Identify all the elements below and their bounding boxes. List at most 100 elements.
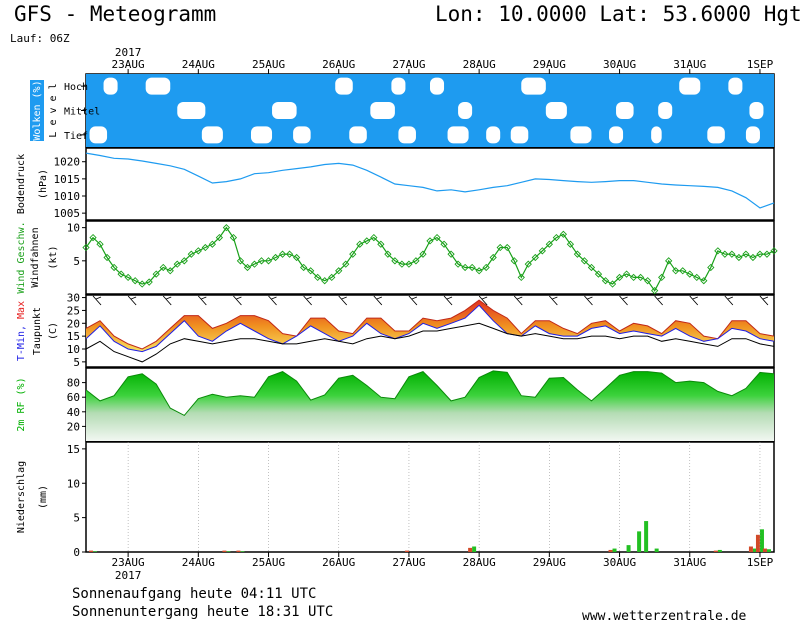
wind-marker — [629, 273, 638, 282]
cloud-gap — [103, 77, 118, 95]
cloud-gap — [177, 101, 206, 120]
precip-bar-convective — [755, 534, 760, 552]
precip-bar-convective — [713, 550, 718, 552]
wind-marker — [756, 250, 764, 258]
precipitation-ylabel: Niederschlag — [16, 461, 27, 533]
wind-barb — [513, 295, 523, 306]
wind-marker — [728, 250, 736, 258]
cloud-gap — [145, 77, 171, 95]
wind-barb — [549, 295, 558, 306]
cloud-gap — [272, 101, 297, 120]
precip-bar-rain — [766, 549, 771, 552]
temperature-ytick-label: 25 — [67, 304, 80, 317]
wind-barb — [197, 295, 207, 306]
page-title: GFS - Meteogramm — [14, 2, 217, 26]
cloud-panel — [86, 74, 774, 147]
precipitation-ytick-label: 0 — [73, 546, 80, 559]
wind-marker — [173, 260, 181, 268]
humidity-panel — [85, 370, 775, 441]
cloud-level-label: Mittel — [64, 107, 100, 118]
precipitation-ytick-label: 15 — [67, 443, 80, 456]
wind-marker — [573, 250, 582, 258]
cloud-gap — [616, 101, 634, 120]
top-day-label: 29AUG — [533, 58, 566, 71]
wind-marker — [208, 240, 217, 248]
humidity-ytick-label: 80 — [67, 377, 80, 390]
pressure-ytick-label: 1020 — [54, 156, 81, 169]
cloud-gap — [458, 101, 473, 120]
wind-marker — [651, 287, 659, 295]
wind-marker — [89, 233, 97, 242]
temperature-ytick-label: 20 — [67, 317, 80, 330]
precip-bar-convective — [222, 550, 227, 552]
wind-marker — [566, 240, 575, 248]
bottom-day-label: 25AUG — [252, 556, 285, 569]
wind-marker — [110, 263, 118, 272]
cloud-gap — [447, 126, 469, 144]
wind-marker — [447, 250, 455, 258]
wind-marker — [587, 263, 596, 272]
pressure-ytick-label: 1010 — [54, 190, 81, 203]
wind-barb — [127, 295, 137, 306]
bottom-day-label: 30AUG — [603, 556, 636, 569]
bottom-day-label: 31AUG — [673, 556, 706, 569]
wind-marker — [672, 267, 680, 275]
source-url: www.wetterzentrale.de — [582, 609, 747, 624]
cloud-gap — [370, 101, 395, 120]
precip-bar-rain — [752, 548, 757, 552]
precipitation-frame — [85, 441, 775, 553]
wind-marker — [721, 250, 729, 258]
wind-marker — [461, 263, 469, 272]
wind-marker — [384, 250, 392, 258]
wind-marker — [398, 260, 406, 268]
wind-barb — [92, 295, 102, 306]
wind-marker — [524, 260, 532, 268]
wind-marker — [236, 257, 245, 265]
wind-marker — [482, 263, 490, 272]
cloud-gap — [658, 101, 673, 120]
temperature-ytick-label: 15 — [67, 330, 80, 343]
top-day-label: 1SEP — [747, 58, 774, 71]
wind-marker — [201, 243, 209, 252]
wind-marker — [735, 253, 743, 262]
humidity-ytick-label: 20 — [67, 420, 80, 433]
model-run: Lauf: 06Z — [10, 32, 70, 45]
wind-marker — [257, 257, 266, 265]
cloud-gap — [545, 101, 567, 120]
precipitation-unit: (mm) — [38, 485, 49, 509]
precip-bar-rain — [717, 549, 722, 552]
precip-bar-rain — [644, 521, 649, 552]
top-day-label: 31AUG — [673, 58, 706, 71]
temperature-ytick-label: 10 — [67, 343, 80, 356]
top-day-label: 26AUG — [322, 58, 355, 71]
wind-marker — [131, 277, 139, 285]
wind-marker — [707, 263, 715, 272]
pressure-frame — [85, 147, 775, 221]
cloud-gap — [398, 126, 416, 144]
cloud-level-label: Tief — [64, 131, 88, 142]
pressure-ytick-label: 1015 — [54, 173, 81, 186]
bottom-day-label: 29AUG — [533, 556, 566, 569]
pressure-line — [85, 152, 775, 209]
sunset-text: Sonnenuntergang heute 18:31 UTC — [72, 604, 334, 620]
precip-bar-convective — [608, 549, 613, 552]
bottom-day-label: 1SEP — [747, 556, 774, 569]
wind-marker — [545, 240, 553, 248]
wind-barb — [619, 295, 628, 306]
bottom-day-label: 27AUG — [392, 556, 425, 569]
wind-marker — [510, 257, 518, 265]
wind-marker — [349, 250, 357, 258]
wind-speed-line — [85, 226, 775, 292]
precip-bar-convective — [762, 548, 767, 552]
top-day-label: 23AUG — [112, 58, 145, 71]
cloud-label-bg — [30, 80, 44, 141]
bottom-day-label: 23AUG — [112, 556, 145, 569]
cloud-gap — [391, 77, 406, 95]
precip-bar-convective — [404, 550, 409, 552]
humidity-ylabel: 2m RF (%) — [16, 377, 27, 431]
temperature-ytick-label: 5 — [73, 356, 80, 369]
wind-marker — [412, 257, 420, 265]
cloud-gap — [749, 101, 764, 120]
wind-marker — [531, 253, 539, 262]
wind-marker — [96, 240, 104, 248]
